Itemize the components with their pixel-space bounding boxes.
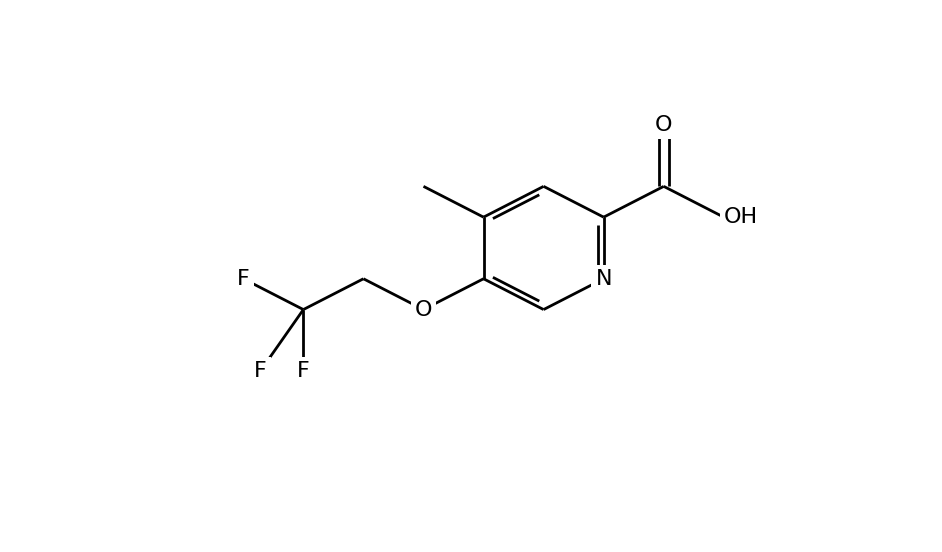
Text: F: F (254, 361, 267, 381)
Text: F: F (297, 361, 310, 381)
Text: N: N (595, 269, 612, 289)
Text: O: O (655, 115, 673, 135)
Text: F: F (237, 269, 250, 289)
Text: O: O (414, 300, 432, 320)
Text: OH: OH (723, 207, 758, 227)
